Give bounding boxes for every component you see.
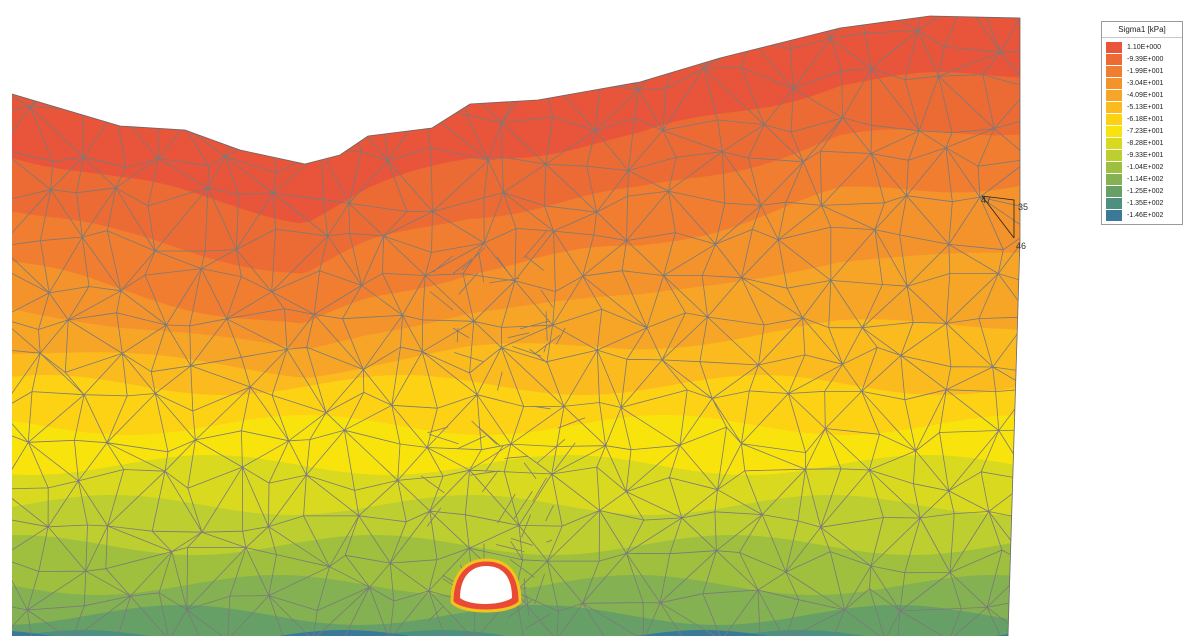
legend-row: -9.33E+001 [1106,149,1182,161]
node-label-35: 35 [1018,202,1028,212]
legend-row: -5.13E+001 [1106,101,1182,113]
legend-swatch [1106,173,1122,185]
legend-row: -1.99E+001 [1106,65,1182,77]
opening-void [460,566,512,604]
legend-row: 1.10E+000 [1106,41,1182,53]
legend-row: -6.18E+001 [1106,113,1182,125]
legend-swatch [1106,101,1122,113]
legend-label: -1.99E+001 [1127,67,1164,75]
legend-swatch [1106,77,1122,89]
legend-swatch [1106,41,1122,53]
legend-row: -1.14E+002 [1106,173,1182,185]
legend-label: -3.04E+001 [1127,79,1164,87]
legend-label: -7.23E+001 [1127,127,1164,135]
legend-rows: 1.10E+000 -9.39E+000 -1.99E+001 -3.04E+001 -… [1102,41,1182,221]
stress-contour-bands [12,16,1020,636]
contour-band [12,605,1020,636]
legend-label: -1.04E+002 [1127,163,1164,171]
legend-row: -1.04E+002 [1106,161,1182,173]
tunnel-opening [450,558,522,613]
legend-row: -7.23E+001 [1106,125,1182,137]
legend-swatch [1106,125,1122,137]
node-label-47: 47 [981,195,991,205]
legend-swatch [1106,53,1122,65]
legend-label: 1.10E+000 [1127,43,1162,51]
dimension-marker [981,195,1015,239]
legend-label: -9.33E+001 [1127,151,1164,159]
legend-label: -1.25E+002 [1127,187,1164,195]
legend-row: -1.35E+002 [1106,197,1182,209]
legend-swatch [1106,137,1122,149]
legend-swatch [1106,209,1122,221]
legend-row: -8.28E+001 [1106,137,1182,149]
legend-row: -1.46E+002 [1106,209,1182,221]
legend-swatch [1106,65,1122,77]
legend-label: -4.09E+001 [1127,91,1164,99]
contour-legend: Sigma1 [kPa] 1.10E+000 -9.39E+000 -1.99E+0… [1101,21,1183,225]
finite-element-mesh [12,16,1020,636]
legend-label: -1.35E+002 [1127,199,1164,207]
model-boundary [11,15,1021,636]
legend-row: -1.25E+002 [1106,185,1182,197]
legend-label: -8.28E+001 [1127,139,1164,147]
legend-title: Sigma1 [kPa] [1102,22,1182,38]
legend-label: -9.39E+000 [1127,55,1164,63]
legend-label: -5.13E+001 [1127,103,1164,111]
legend-swatch [1106,113,1122,125]
legend-label: -1.46E+002 [1127,211,1164,219]
legend-swatch [1106,149,1122,161]
legend-row: -9.39E+000 [1106,53,1182,65]
legend-row: -3.04E+001 [1106,77,1182,89]
legend-row: -4.09E+001 [1106,89,1182,101]
legend-swatch [1106,161,1122,173]
legend-swatch [1106,197,1122,209]
legend-swatch [1106,185,1122,197]
node-label-46: 46 [1016,241,1026,251]
mesh-lines [12,16,1020,636]
legend-swatch [1106,89,1122,101]
legend-label: -6.18E+001 [1127,115,1164,123]
contour-band [12,630,1020,636]
legend-label: -1.14E+002 [1127,175,1164,183]
